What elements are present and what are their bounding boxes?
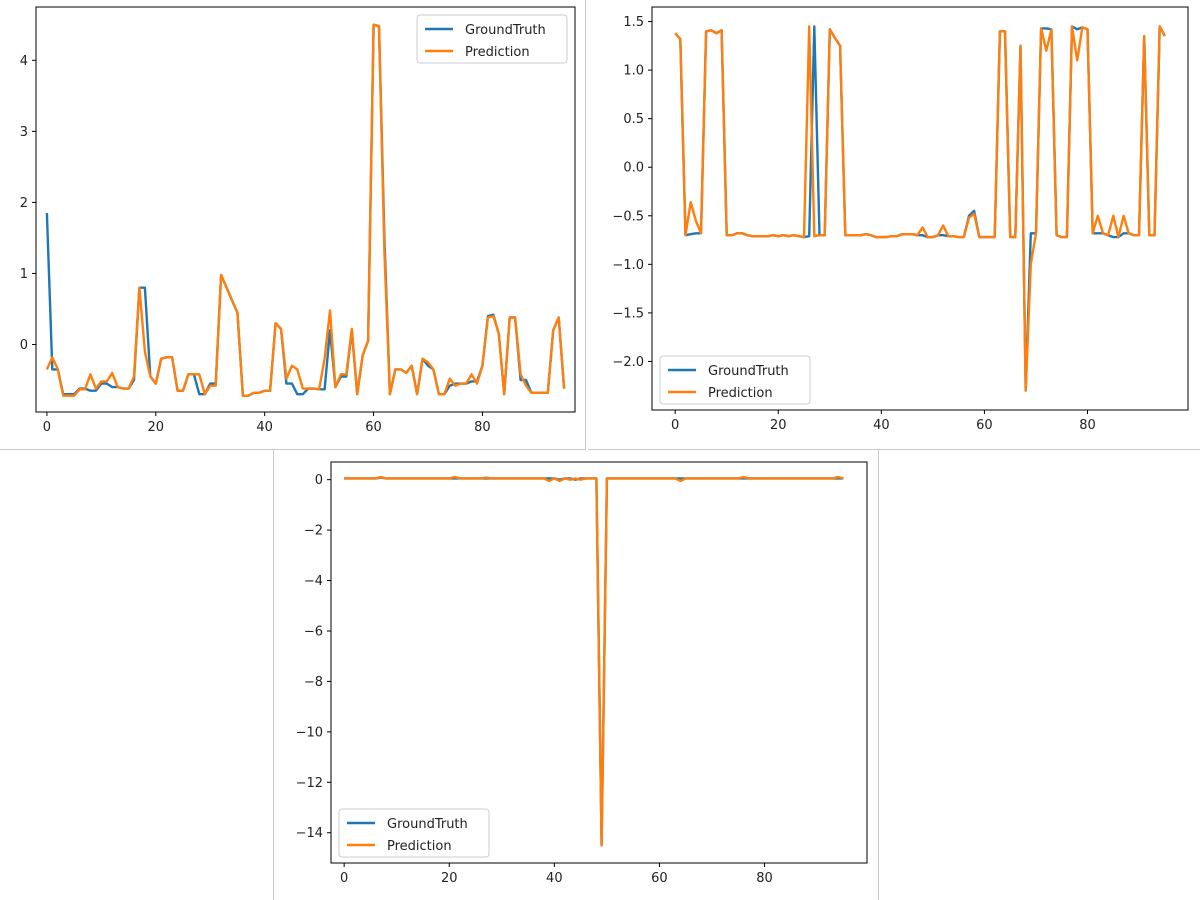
y-tick-label: 3	[20, 125, 28, 140]
line-chart-3: 0 −2 −4 −6 −8 −10 −12 −14 0 20 40 60 80 GroundTruth Pr…	[296, 461, 868, 886]
y-tick-label: 0.5	[623, 112, 644, 127]
y-tick-label: 1.0	[623, 64, 644, 79]
chart-panel-ground-truth-vs-prediction-2: 1.5 1.0 0.5 0.0 −0.5 −1.0 −1.5 −2.0 0 20 40 60 80 Gro…	[588, 0, 1200, 450]
legend-label-groundtruth: GroundTruth	[387, 817, 468, 832]
y-tick-label: 2	[20, 196, 28, 211]
y-tick-label: −12	[296, 776, 323, 791]
legend-label-prediction: Prediction	[465, 45, 530, 60]
legend-label-groundtruth: GroundTruth	[465, 23, 546, 38]
x-tick-label: 60	[651, 871, 668, 886]
x-tick-label: 20	[441, 871, 458, 886]
legend-box	[416, 14, 568, 64]
x-tick-label: 80	[756, 871, 773, 886]
y-tick-label: −14	[296, 826, 323, 841]
x-tick-label: 60	[365, 420, 382, 435]
plot-frame	[651, 6, 1189, 411]
y-tick-label: −0.5	[612, 209, 644, 224]
y-tick-label: −1.0	[612, 258, 644, 273]
y-tick-label: −4	[304, 574, 323, 589]
legend-box	[659, 355, 811, 405]
y-tick-label: −2	[304, 524, 323, 539]
line-chart-2: 1.5 1.0 0.5 0.0 −0.5 −1.0 −1.5 −2.0 0 20 40 60 80 Gro…	[612, 6, 1189, 433]
series-line-prediction	[45, 23, 566, 397]
plot-frame	[330, 461, 868, 864]
x-tick-label: 0	[340, 871, 348, 886]
legend-label-prediction: Prediction	[708, 386, 773, 401]
y-tick-label: −2.0	[612, 355, 644, 370]
y-tick-label: 4	[20, 54, 28, 69]
x-tick-label: 80	[1079, 418, 1096, 433]
y-tick-label: −10	[296, 725, 323, 740]
y-tick-label: 0	[315, 473, 323, 488]
chart-panel-ground-truth-vs-prediction-3: 0 −2 −4 −6 −8 −10 −12 −14 0 20 40 60 80 GroundTruth Pr…	[273, 450, 879, 900]
series-line-prediction	[344, 475, 844, 847]
y-tick-label: −1.5	[612, 306, 644, 321]
legend-box	[338, 808, 490, 858]
x-tick-label: 60	[976, 418, 993, 433]
chart-panel-ground-truth-vs-prediction-1: 0 1 2 3 4 0 20 40 60 80 GroundTruth Prediction	[0, 0, 586, 450]
y-tick-label: 1	[20, 267, 28, 282]
x-tick-label: 40	[256, 420, 273, 435]
legend-label-prediction: Prediction	[387, 839, 452, 854]
x-tick-label: 40	[873, 418, 890, 433]
y-tick-label: −6	[304, 624, 323, 639]
x-tick-label: 40	[546, 871, 563, 886]
series-line-prediction	[674, 25, 1166, 392]
x-tick-label: 0	[43, 420, 51, 435]
y-tick-label: −8	[304, 675, 323, 690]
y-tick-label: 0	[20, 338, 28, 353]
x-tick-label: 80	[474, 420, 491, 435]
x-tick-label: 20	[148, 420, 165, 435]
x-tick-label: 20	[770, 418, 787, 433]
legend-label-groundtruth: GroundTruth	[708, 364, 789, 379]
plot-frame	[35, 6, 576, 413]
y-tick-label: 0.0	[623, 161, 644, 176]
series-line-groundtruth	[344, 476, 844, 847]
x-tick-label: 0	[671, 418, 679, 433]
y-tick-label: 1.5	[623, 15, 644, 30]
